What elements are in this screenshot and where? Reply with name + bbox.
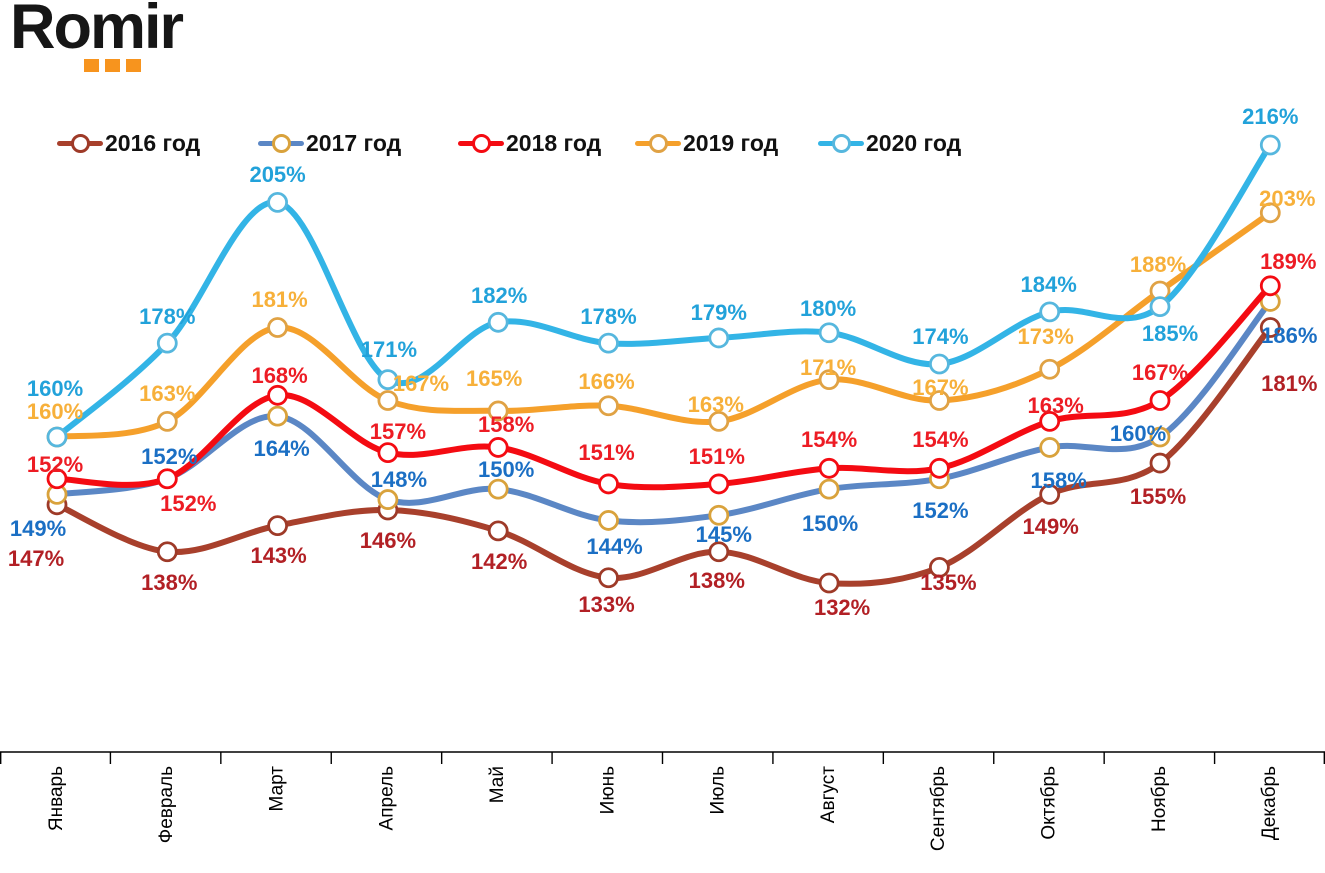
- data-point-marker: [598, 332, 619, 354]
- data-point-marker: [1039, 410, 1061, 432]
- data-point-marker: [487, 478, 509, 500]
- data-point-marker: [156, 468, 178, 490]
- data-point-marker: [267, 405, 289, 427]
- data-point-marker: [708, 410, 730, 432]
- data-point-marker: [708, 327, 730, 349]
- data-point-marker: [1259, 134, 1281, 156]
- x-axis-label-12: Декабрь: [1259, 766, 1281, 841]
- logo-dot: [105, 59, 120, 72]
- legend-label: 2017 год: [306, 129, 402, 156]
- data-point-marker: [1259, 275, 1281, 297]
- data-point-marker: [46, 426, 68, 448]
- data-point-marker: [487, 520, 509, 542]
- data-point-marker: [1149, 452, 1171, 474]
- data-point-marker: [377, 369, 399, 391]
- legend-label: 2020 год: [866, 129, 962, 156]
- legend-marker-icon: [258, 129, 304, 157]
- x-axis-label-1: Январь: [46, 766, 67, 832]
- x-axis-label-8: Август: [818, 766, 840, 824]
- series-line-2020: [54, 142, 1274, 441]
- data-point-marker: [1039, 301, 1061, 323]
- data-point-marker: [267, 515, 289, 537]
- data-point-marker: [377, 390, 399, 411]
- data-point-marker: [267, 317, 289, 338]
- data-point-marker: [377, 442, 399, 464]
- data-point-marker: [708, 504, 730, 526]
- data-point-marker: [818, 457, 840, 479]
- legend-item-2020: 2020 год: [818, 129, 961, 157]
- x-axis-label-2: Февраль: [156, 766, 178, 844]
- data-point-marker: [1149, 390, 1171, 411]
- data-point-marker: [818, 478, 840, 500]
- logo-dots-icon: [84, 59, 141, 72]
- data-point-marker: [156, 410, 178, 432]
- logo-dot: [84, 59, 99, 72]
- data-point-marker: [156, 332, 178, 354]
- data-point-marker: [1259, 202, 1281, 224]
- data-point-marker: [818, 572, 840, 594]
- legend-item-2019: 2019 год: [635, 129, 778, 157]
- legend-marker-icon: [635, 129, 681, 157]
- data-point-marker: [929, 390, 950, 411]
- data-point-marker: [1259, 317, 1281, 338]
- x-axis-label-3: Март: [266, 766, 288, 812]
- data-point-marker: [377, 489, 399, 510]
- x-axis-label-9: Сентябрь: [928, 766, 950, 852]
- series-line-2018: [54, 282, 1274, 491]
- data-point-marker: [46, 468, 68, 490]
- data-point-marker: [267, 191, 289, 213]
- data-point-marker: [487, 437, 509, 458]
- legend-item-2017: 2017 год: [258, 129, 401, 157]
- x-axis-label-7: Июль: [707, 766, 729, 815]
- x-axis-label-11: Ноябрь: [1149, 766, 1170, 832]
- x-axis-label-4: Апрель: [376, 766, 398, 831]
- data-point-marker: [598, 473, 619, 495]
- x-axis-label-6: Июнь: [597, 766, 619, 815]
- data-point-marker: [487, 400, 509, 422]
- legend-marker-icon: [458, 129, 504, 157]
- legend-label: 2018 год: [506, 129, 602, 156]
- x-axis-label-5: Май: [487, 766, 509, 804]
- data-point-marker: [818, 322, 840, 344]
- data-point-marker: [267, 384, 289, 406]
- x-axis-label-10: Октябрь: [1038, 766, 1060, 840]
- data-point-marker: [598, 395, 619, 417]
- data-point-marker: [598, 567, 619, 589]
- legend-marker-icon: [818, 129, 864, 157]
- data-point-marker: [708, 473, 730, 495]
- data-point-marker: [929, 556, 950, 578]
- data-point-marker: [818, 369, 840, 391]
- data-point-marker: [1039, 483, 1061, 505]
- data-point-marker: [1149, 296, 1171, 318]
- data-point-marker: [929, 353, 950, 375]
- logo-text: Romir: [10, 0, 184, 62]
- data-point-marker: [1149, 426, 1171, 448]
- legend-marker-icon: [57, 129, 103, 157]
- legend-item-2016: 2016 год: [57, 129, 200, 157]
- data-point-marker: [708, 541, 730, 563]
- data-point-marker: [929, 457, 950, 479]
- legend-label: 2019 год: [683, 129, 779, 156]
- romir-logo: Romir: [10, 0, 184, 72]
- data-point-marker: [156, 541, 178, 563]
- legend-label: 2016 год: [105, 129, 201, 156]
- series-line-2019: [54, 209, 1274, 441]
- data-point-marker: [487, 311, 509, 333]
- logo-dot: [126, 59, 141, 72]
- legend-item-2018: 2018 год: [458, 129, 601, 157]
- series-line-2016: [54, 324, 1274, 587]
- data-point-marker: [1039, 358, 1061, 380]
- data-point-marker: [1039, 437, 1061, 458]
- data-point-marker: [598, 510, 619, 531]
